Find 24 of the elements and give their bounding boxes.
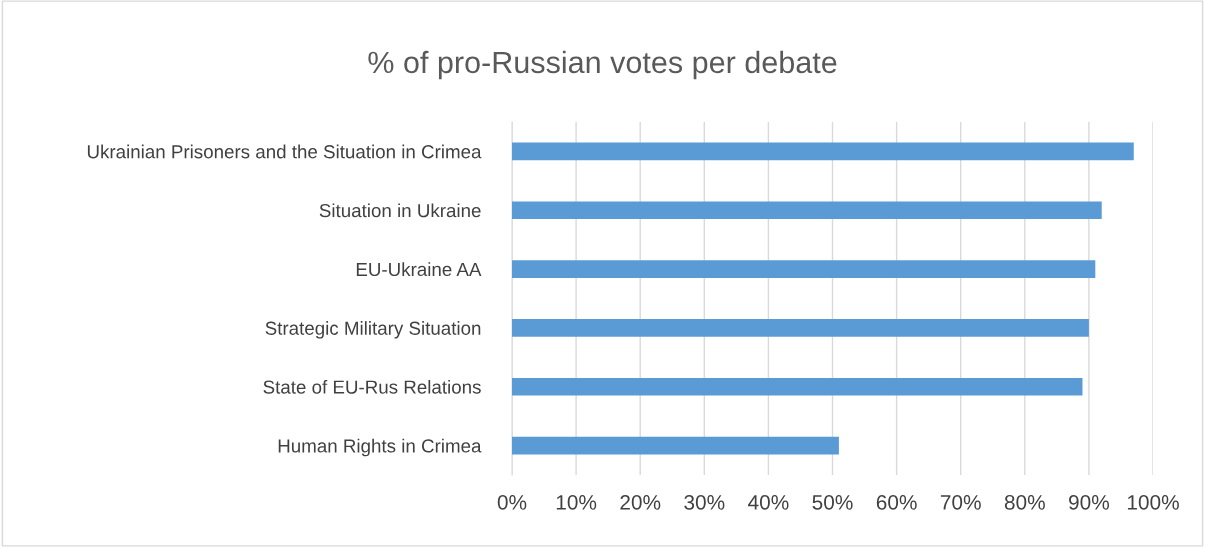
x-tick-label: 60% (876, 494, 917, 510)
x-tick-label: 0% (497, 494, 527, 510)
x-tick-label: 50% (812, 494, 853, 510)
x-tick-label: 70% (940, 494, 981, 510)
x-tick-label: 90% (1069, 494, 1110, 510)
x-tick-label: 20% (620, 494, 661, 510)
x-tick-label: 40% (748, 494, 789, 510)
bar (512, 260, 1096, 278)
bar (512, 142, 1134, 161)
bar (512, 201, 1102, 220)
bar (512, 377, 1083, 396)
x-tick-label: 10% (556, 494, 597, 510)
y-tick-label: Strategic Military Situation (265, 321, 481, 339)
x-tick-label: 80% (1004, 494, 1045, 510)
chart-title: % of pro-Russian votes per debate (368, 50, 837, 80)
bar (512, 436, 839, 455)
bar (512, 319, 1089, 337)
y-tick-label: Situation in Ukraine (319, 203, 481, 218)
x-tick-label: 100% (1127, 494, 1179, 510)
y-tick-label: Ukrainian Prisoners and the Situation in Crimea (87, 144, 482, 159)
y-tick-label: Human Rights in Crimea (278, 438, 482, 457)
y-tick-label: EU-Ukraine AA (356, 262, 482, 277)
x-tick-label: 30% (684, 494, 725, 510)
y-tick-label: State of EU-Rus Relations (263, 379, 481, 394)
